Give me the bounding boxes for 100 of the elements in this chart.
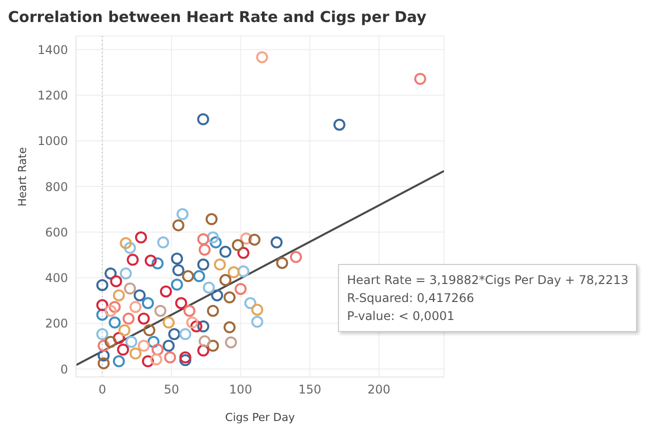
y-tick-label: 600 [45, 225, 68, 240]
point [210, 236, 222, 248]
point [197, 233, 210, 246]
point [98, 340, 110, 352]
point [206, 213, 218, 226]
point [234, 282, 247, 295]
point [98, 357, 110, 370]
annotation: P-value: < 0,0001 [347, 308, 456, 325]
point [197, 320, 210, 332]
point [112, 332, 125, 344]
point [152, 257, 164, 270]
y-tick-label: 1400 [37, 42, 68, 57]
point [244, 297, 256, 310]
point [248, 234, 260, 246]
point [172, 219, 184, 232]
point [120, 237, 132, 250]
point [129, 348, 142, 360]
point [129, 300, 142, 313]
point [152, 344, 164, 356]
point [251, 304, 264, 316]
point [276, 256, 288, 269]
point [96, 308, 108, 321]
point [112, 289, 125, 302]
point [144, 254, 157, 267]
point [219, 246, 232, 258]
point [333, 118, 346, 131]
x-tick-label: 150 [298, 382, 322, 397]
point [112, 355, 125, 368]
point [197, 344, 210, 357]
point [183, 304, 196, 317]
point [147, 336, 160, 348]
point [110, 275, 122, 288]
point [104, 336, 117, 348]
point [270, 236, 283, 248]
point [104, 304, 117, 317]
point [206, 304, 219, 317]
point [179, 351, 192, 364]
point [117, 344, 130, 356]
point [179, 354, 192, 366]
y-tick-label: 1200 [37, 88, 68, 103]
point [175, 297, 188, 310]
point [290, 251, 302, 264]
annotation: R-Squared: 0,417266 [347, 290, 476, 307]
y-tick-label: 400 [45, 271, 68, 286]
point [120, 267, 132, 280]
point [138, 312, 150, 325]
y-tick-label: 800 [45, 180, 68, 194]
point [154, 304, 166, 317]
x-tick-label: 100 [229, 382, 252, 397]
chart-title: Correlation between Heart Rate and Cigs per Day [8, 8, 428, 28]
point [176, 208, 189, 220]
point [122, 312, 135, 325]
point [206, 231, 219, 244]
y-tick-label: 200 [45, 316, 68, 331]
point [134, 289, 146, 302]
point [142, 355, 154, 368]
point [157, 236, 170, 248]
point [197, 113, 210, 126]
x-tick-label: 200 [368, 382, 390, 397]
point [179, 328, 192, 340]
x-tick-label: 50 [164, 382, 180, 397]
point [198, 335, 211, 348]
point [202, 282, 215, 294]
point [96, 328, 108, 340]
point [211, 289, 224, 302]
point [251, 316, 264, 328]
point [214, 258, 226, 271]
point [256, 51, 268, 64]
point [186, 316, 198, 328]
point [198, 244, 211, 256]
y-tick-label: 1000 [37, 134, 68, 148]
x-tick-label: 0 [98, 382, 106, 397]
point [170, 278, 183, 291]
x-axis-title: Cigs Per Day [225, 411, 296, 424]
annotation: Heart Rate = 3,19882*Cigs Per Day + 78,2213 [347, 272, 628, 289]
point [138, 340, 150, 352]
point [170, 252, 183, 265]
point [232, 239, 244, 252]
point [96, 279, 108, 292]
y-tick-label: 0 [60, 362, 68, 376]
point [135, 231, 148, 244]
point [193, 270, 206, 282]
point [219, 274, 232, 286]
point [414, 72, 426, 85]
point [240, 232, 252, 245]
point [142, 297, 154, 310]
point [237, 246, 250, 259]
point [125, 336, 138, 348]
point [104, 267, 117, 280]
point [237, 265, 250, 278]
point [118, 324, 130, 336]
point [126, 254, 139, 266]
point [96, 299, 108, 312]
point [150, 353, 162, 366]
point [124, 282, 136, 294]
point [160, 285, 172, 298]
y-axis-title: Heart Rate [16, 146, 29, 206]
point [108, 300, 121, 313]
point [224, 321, 236, 334]
point [168, 328, 180, 340]
